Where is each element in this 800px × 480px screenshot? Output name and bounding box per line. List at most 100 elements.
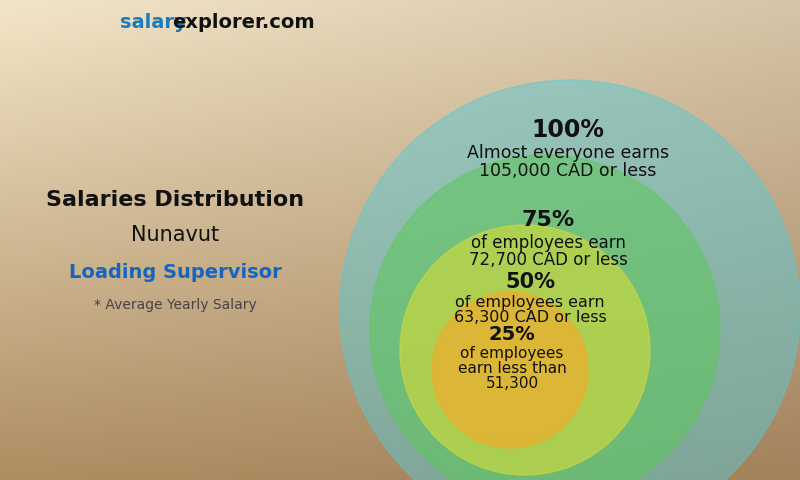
Bar xyxy=(0,473,800,475)
Bar xyxy=(0,218,800,221)
Bar xyxy=(0,353,800,355)
Bar xyxy=(0,401,800,403)
Bar xyxy=(0,228,800,230)
Bar xyxy=(0,46,800,48)
Bar xyxy=(0,451,800,454)
Bar xyxy=(0,281,800,283)
Bar xyxy=(0,89,800,91)
Bar xyxy=(0,192,800,194)
Bar xyxy=(0,358,800,360)
Bar xyxy=(0,154,800,156)
Bar xyxy=(0,190,800,192)
Text: salary: salary xyxy=(120,12,186,32)
Bar xyxy=(0,307,800,310)
Bar xyxy=(0,58,800,60)
Bar xyxy=(0,259,800,262)
Bar xyxy=(0,346,800,348)
Bar xyxy=(0,247,800,250)
Bar xyxy=(0,295,800,298)
Bar xyxy=(0,470,800,473)
Text: explorer.com: explorer.com xyxy=(172,12,314,32)
Bar xyxy=(0,156,800,158)
Bar xyxy=(0,360,800,362)
Bar xyxy=(0,120,800,122)
Bar xyxy=(0,48,800,50)
Bar xyxy=(0,10,800,12)
Bar xyxy=(0,216,800,218)
Bar xyxy=(0,283,800,286)
Bar xyxy=(0,62,800,65)
Bar xyxy=(0,108,800,110)
Bar xyxy=(0,5,800,7)
Bar xyxy=(0,348,800,350)
Bar xyxy=(0,187,800,190)
Bar xyxy=(0,36,800,38)
Bar xyxy=(0,334,800,336)
Bar xyxy=(0,478,800,480)
Bar xyxy=(0,468,800,470)
Bar xyxy=(0,446,800,449)
Bar xyxy=(0,365,800,367)
Bar xyxy=(0,26,800,29)
Bar xyxy=(0,149,800,151)
Bar xyxy=(0,420,800,422)
Bar xyxy=(0,17,800,19)
Bar xyxy=(0,257,800,259)
Bar xyxy=(0,427,800,430)
Bar xyxy=(0,262,800,264)
Bar xyxy=(0,178,800,180)
Bar xyxy=(0,115,800,118)
Bar xyxy=(0,113,800,115)
Text: of employees earn: of employees earn xyxy=(455,295,605,310)
Bar xyxy=(0,168,800,170)
Bar xyxy=(0,84,800,86)
Circle shape xyxy=(370,155,720,480)
Bar xyxy=(0,235,800,238)
Text: Loading Supervisor: Loading Supervisor xyxy=(69,263,282,281)
Bar xyxy=(0,240,800,242)
Bar xyxy=(0,331,800,334)
Text: 100%: 100% xyxy=(531,118,605,142)
Bar xyxy=(0,214,800,216)
Bar xyxy=(0,317,800,319)
Bar xyxy=(0,221,800,223)
Bar xyxy=(0,146,800,149)
Bar xyxy=(0,290,800,293)
Bar xyxy=(0,98,800,101)
Bar xyxy=(0,449,800,451)
Text: 63,300 CAD or less: 63,300 CAD or less xyxy=(454,311,606,325)
Bar xyxy=(0,341,800,343)
Bar xyxy=(0,326,800,329)
Bar xyxy=(0,425,800,427)
Circle shape xyxy=(400,225,650,475)
Bar xyxy=(0,434,800,437)
Bar xyxy=(0,101,800,103)
Bar xyxy=(0,127,800,130)
Text: of employees: of employees xyxy=(460,346,564,361)
Bar xyxy=(0,197,800,199)
Bar xyxy=(0,437,800,439)
Bar xyxy=(0,31,800,34)
Bar xyxy=(0,118,800,120)
Bar xyxy=(0,19,800,22)
Text: Almost everyone earns: Almost everyone earns xyxy=(467,144,669,161)
Bar xyxy=(0,350,800,353)
Text: earn less than: earn less than xyxy=(458,361,566,376)
Bar xyxy=(0,50,800,53)
Text: 75%: 75% xyxy=(522,210,574,230)
Bar xyxy=(0,394,800,396)
Bar xyxy=(0,91,800,94)
Bar xyxy=(0,454,800,456)
Text: Nunavut: Nunavut xyxy=(131,225,219,245)
Bar xyxy=(0,276,800,278)
Bar xyxy=(0,125,800,127)
Bar xyxy=(0,305,800,307)
Bar xyxy=(0,185,800,187)
Bar xyxy=(0,96,800,98)
Bar xyxy=(0,158,800,161)
Bar xyxy=(0,329,800,331)
Bar xyxy=(0,269,800,271)
Bar xyxy=(0,362,800,365)
Bar xyxy=(0,137,800,139)
Text: Salaries Distribution: Salaries Distribution xyxy=(46,190,304,210)
